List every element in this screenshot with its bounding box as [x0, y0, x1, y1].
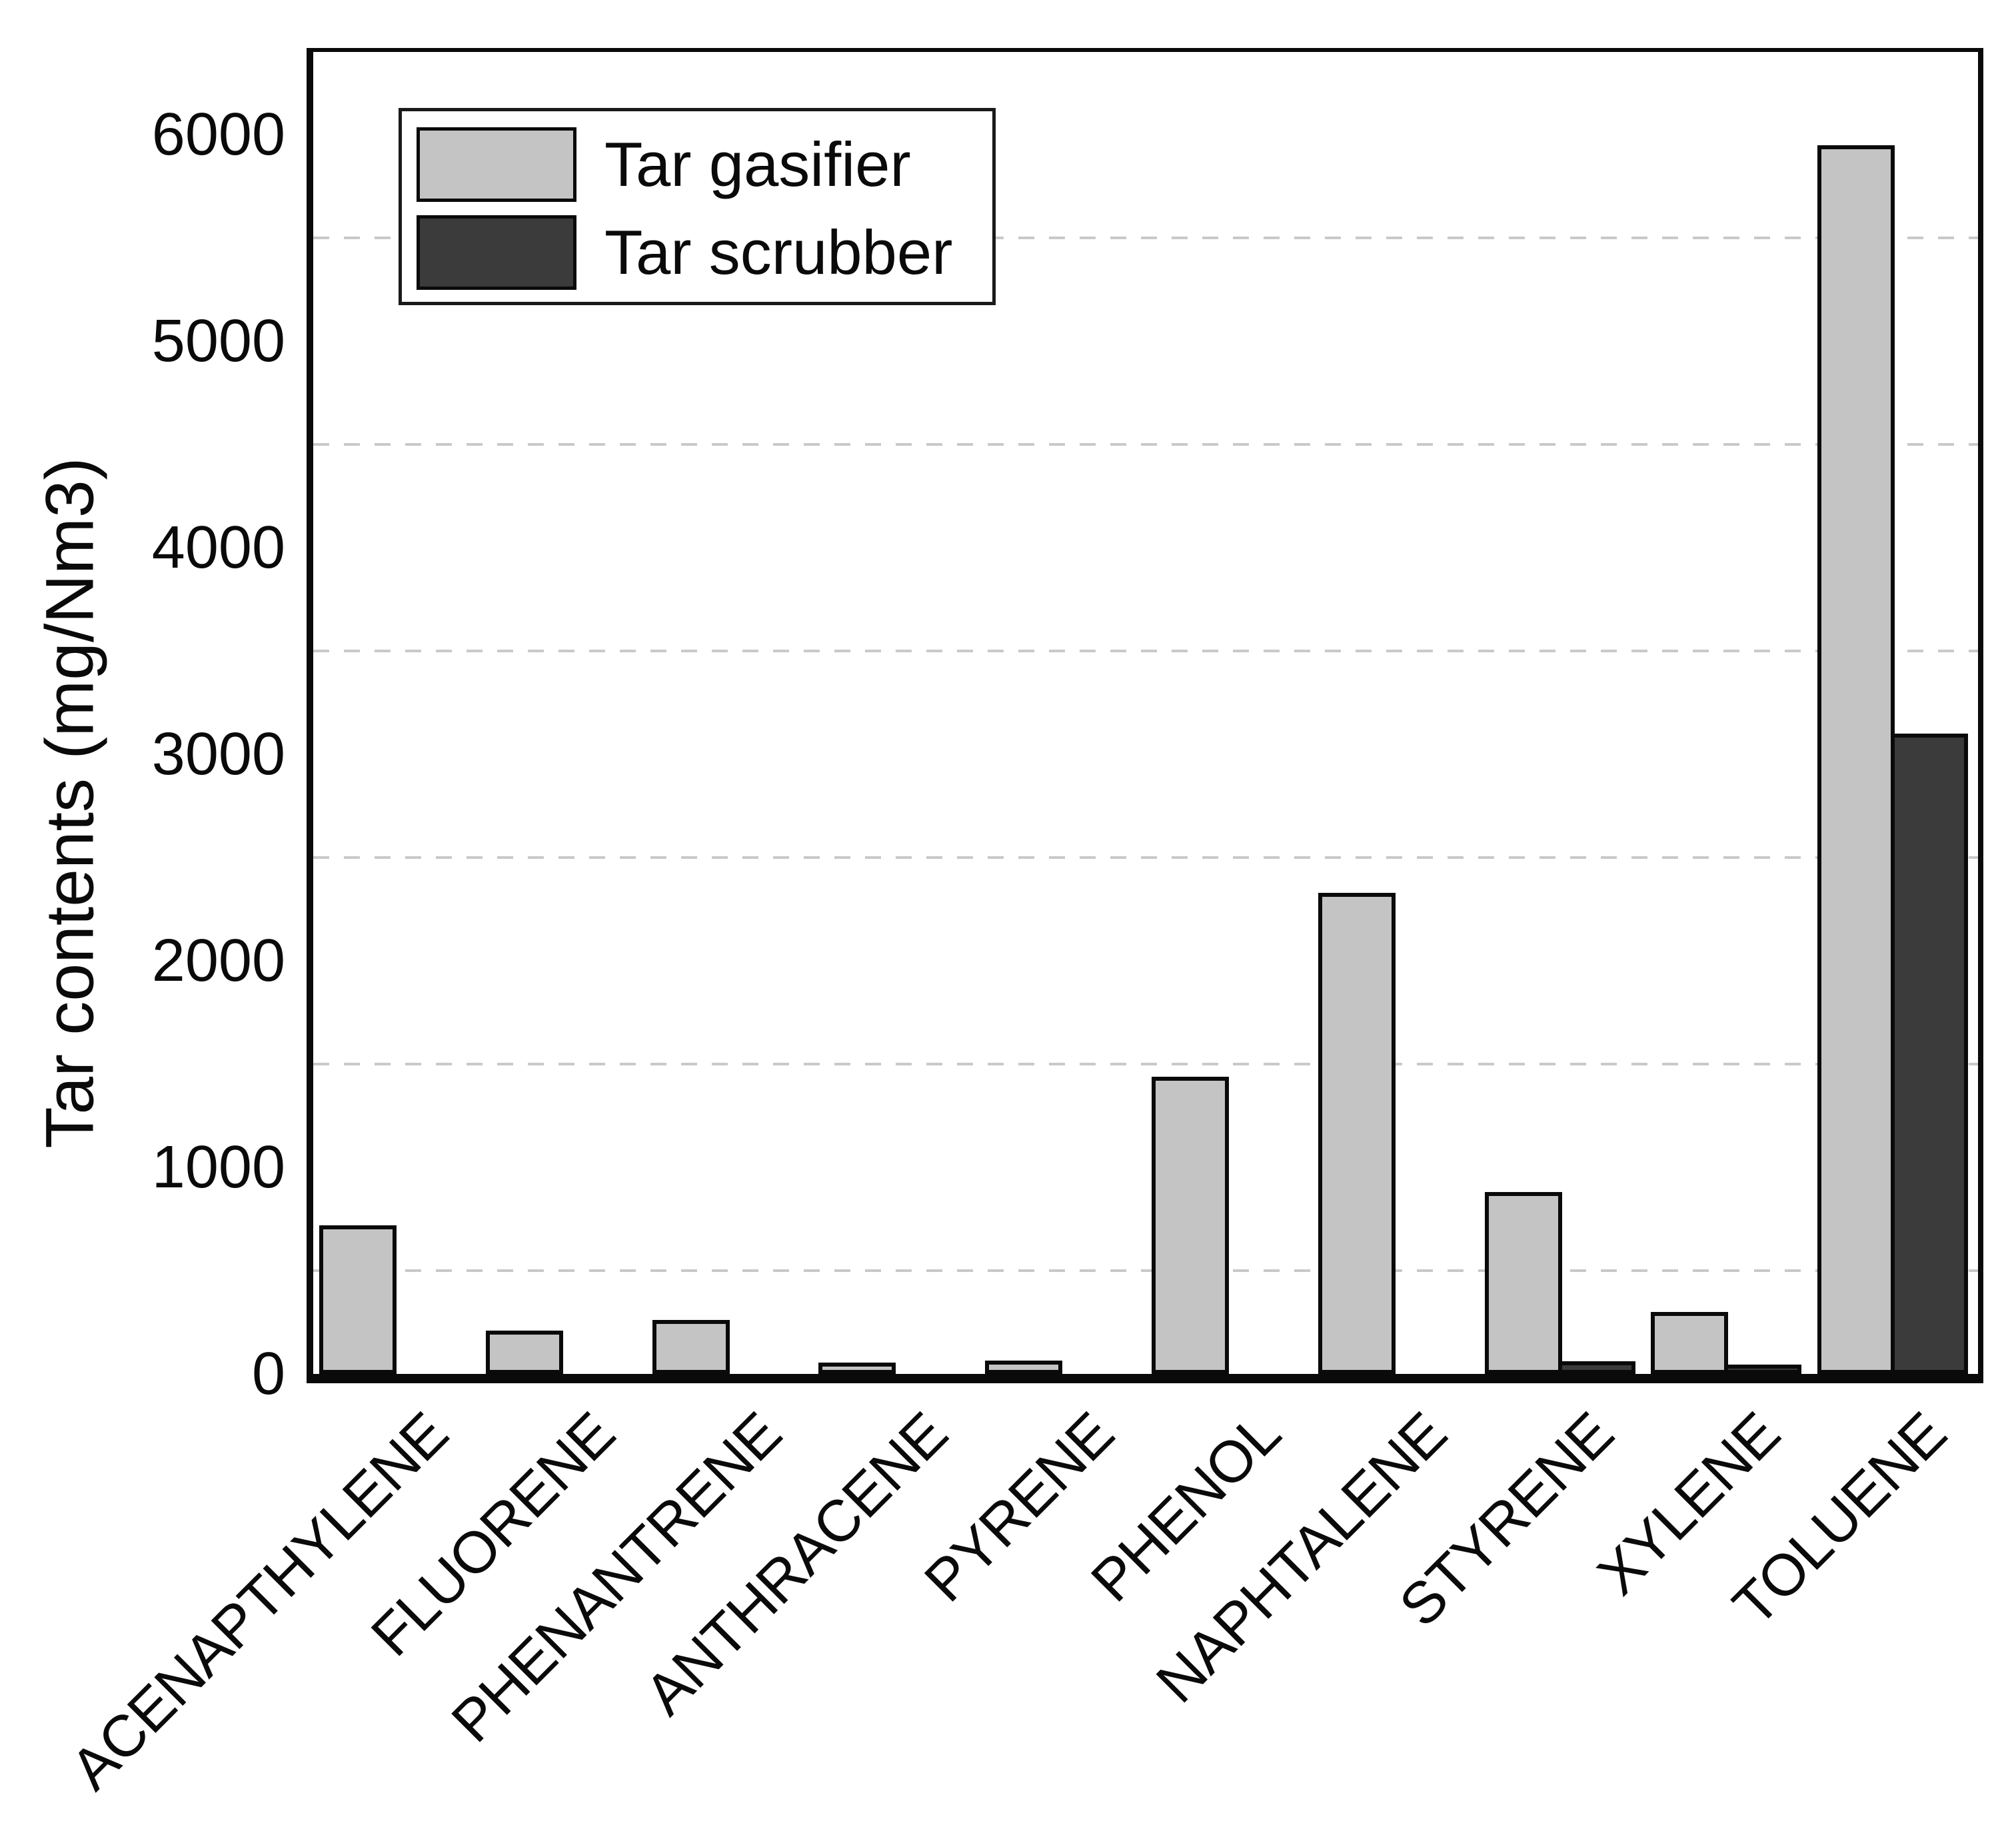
- bar-tar-gasifier-styrene: [1484, 1192, 1562, 1374]
- bar-tar-gasifier-acenapthylene: [319, 1225, 397, 1374]
- y-tick-label: 0: [251, 1341, 285, 1407]
- legend-label-tar-scrubber: Tar scrubber: [604, 217, 953, 287]
- bar-tar-gasifier-phenol: [1151, 1076, 1229, 1374]
- grid-line: [313, 1063, 1978, 1065]
- plot-area: Tar gasifier Tar scrubber: [307, 48, 1983, 1383]
- bar-tar-gasifier-anthracene: [818, 1362, 896, 1374]
- bar-tar-gasifier-toluene: [1817, 145, 1895, 1374]
- y-tick-label: 2000: [151, 927, 285, 994]
- bar-tar-gasifier-pyrene: [985, 1360, 1063, 1374]
- x-category-label: NAPHTALENE: [1144, 1399, 1460, 1715]
- x-category-label: ANTHRACENE: [632, 1399, 960, 1728]
- legend-row-tar-scrubber: Tar scrubber: [417, 213, 992, 293]
- legend-label-tar-gasifier: Tar gasifier: [604, 129, 911, 199]
- grid-line: [313, 1269, 1978, 1272]
- legend-swatch-tar-gasifier: [417, 127, 576, 202]
- bar-tar-scrubber-styrene: [1557, 1361, 1635, 1374]
- grid-line: [313, 650, 1978, 652]
- grid-line: [313, 237, 1978, 239]
- bar-tar-gasifier-xylene: [1651, 1312, 1729, 1374]
- bar-tar-gasifier-phenantrene: [652, 1320, 730, 1374]
- legend-swatch-tar-scrubber: [417, 215, 576, 290]
- grid-line: [313, 443, 1978, 446]
- y-tick-label: 1000: [151, 1134, 285, 1201]
- bar-tar-gasifier-naphtalene: [1318, 892, 1396, 1374]
- bar-tar-scrubber-toluene: [1891, 734, 1969, 1374]
- legend: Tar gasifier Tar scrubber: [399, 108, 996, 305]
- y-tick-label: 4000: [151, 514, 285, 581]
- y-tick-label: 5000: [151, 308, 285, 374]
- bar-tar-gasifier-fluorene: [485, 1330, 563, 1374]
- grid-line: [313, 856, 1978, 859]
- y-tick-label: 6000: [151, 101, 285, 168]
- bar-tar-scrubber-xylene: [1724, 1365, 1802, 1374]
- legend-row-tar-gasifier: Tar gasifier: [417, 125, 992, 205]
- y-tick-label: 3000: [151, 721, 285, 788]
